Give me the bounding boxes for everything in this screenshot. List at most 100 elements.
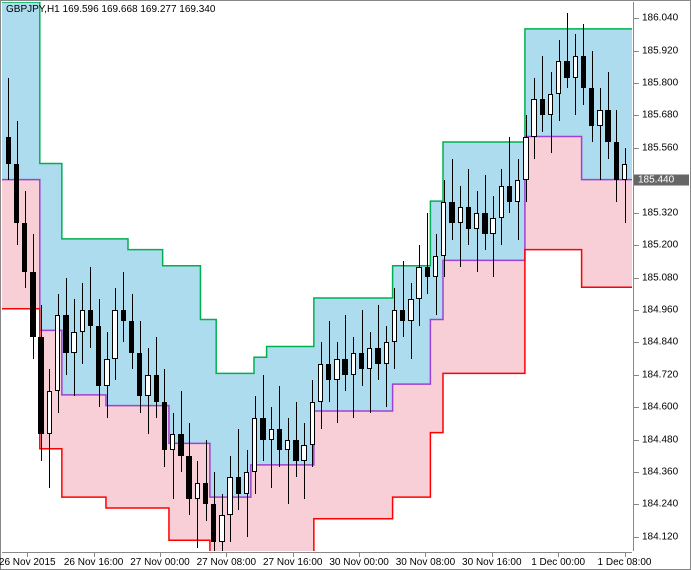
candle-body <box>71 332 76 354</box>
candle-body <box>375 348 380 364</box>
candle-body <box>589 88 594 126</box>
candle-body <box>515 180 520 202</box>
candle-wick <box>345 315 346 391</box>
x-label: 1 Dec 08:00 <box>598 557 652 568</box>
candle-wick <box>493 196 494 277</box>
candle-body <box>80 310 85 332</box>
candle-body <box>269 429 274 440</box>
y-tick <box>634 213 639 214</box>
candle-body <box>334 359 339 381</box>
candle-wick <box>197 461 198 547</box>
y-label: 185.320 <box>642 207 678 218</box>
candle-body <box>55 315 60 391</box>
y-tick <box>634 310 639 311</box>
candle-body <box>531 99 536 137</box>
candle-wick <box>337 342 338 423</box>
candle-body <box>573 56 578 78</box>
candle-body <box>425 267 430 278</box>
y-label: 184.720 <box>642 369 678 380</box>
candle-body <box>178 434 183 456</box>
x-label: 27 Nov 00:00 <box>130 557 190 568</box>
candle-body <box>540 99 545 115</box>
y-label: 185.920 <box>642 45 678 56</box>
candle-wick <box>206 440 207 521</box>
candle-body <box>104 359 109 386</box>
y-label: 184.480 <box>642 434 678 445</box>
candle-body <box>145 375 150 397</box>
candle-wick <box>247 450 248 536</box>
candle-body <box>219 515 224 542</box>
x-label: 1 Dec 00:00 <box>531 557 585 568</box>
candle-body <box>47 391 52 434</box>
candle-wick <box>460 186 461 267</box>
candle-body <box>244 472 249 494</box>
candle-body <box>548 94 553 116</box>
candle-body <box>507 186 512 202</box>
y-tick <box>634 278 639 279</box>
candle-body <box>458 207 463 223</box>
y-label: 185.560 <box>642 142 678 153</box>
candle-wick <box>542 56 543 132</box>
y-label: 184.120 <box>642 531 678 542</box>
candle-body <box>310 402 315 445</box>
candle-body <box>154 375 159 402</box>
candle-body <box>318 364 323 402</box>
candle-wick <box>600 88 601 180</box>
candle-body <box>433 256 438 278</box>
candle-body <box>392 310 397 342</box>
y-label: 185.200 <box>642 240 678 251</box>
candle-wick <box>181 391 182 472</box>
candle-wick <box>288 418 289 504</box>
x-label: 30 Nov 08:00 <box>396 557 456 568</box>
candle-body <box>342 359 347 375</box>
y-tick <box>634 472 639 473</box>
candle-wick <box>362 310 363 386</box>
candle-body <box>22 223 27 272</box>
candle-wick <box>477 191 478 272</box>
candle-wick <box>238 429 239 510</box>
candle-body <box>162 402 167 451</box>
candle-wick <box>8 78 9 181</box>
candle-body <box>359 353 364 369</box>
candle-body <box>63 315 68 353</box>
candle-body <box>293 440 298 462</box>
candle-body <box>367 348 372 370</box>
candle-body <box>186 456 191 499</box>
candle-wick <box>353 337 354 418</box>
x-label: 26 Nov 16:00 <box>64 557 124 568</box>
candle-body <box>137 353 142 396</box>
candle-body <box>277 429 282 451</box>
candle-body <box>38 337 43 434</box>
price-marker: 185.440 <box>634 175 689 186</box>
y-tick <box>634 18 639 19</box>
y-label: 184.360 <box>642 466 678 477</box>
candle-wick <box>411 283 412 359</box>
candle-wick <box>386 326 387 407</box>
y-label: 184.240 <box>642 499 678 510</box>
y-label: 186.040 <box>642 13 678 24</box>
chart-container: GBPJPY,H1 169.596 169.668 169.277 169.34… <box>0 0 691 570</box>
y-label: 185.080 <box>642 272 678 283</box>
candle-body <box>490 218 495 234</box>
candle-wick <box>329 321 330 402</box>
y-label: 184.600 <box>642 402 678 413</box>
candle-body <box>384 342 389 364</box>
candle-body <box>466 207 471 229</box>
y-tick <box>634 245 639 246</box>
candle-body <box>203 483 208 505</box>
x-label: 30 Nov 00:00 <box>329 557 389 568</box>
candle-body <box>449 202 454 224</box>
x-label: 27 Nov 16:00 <box>263 557 323 568</box>
candle-body <box>88 310 93 326</box>
y-label: 185.680 <box>642 110 678 121</box>
y-tick <box>634 440 639 441</box>
candle-body <box>441 202 446 256</box>
candle-body <box>416 267 421 299</box>
candle-body <box>326 364 331 380</box>
plot-area[interactable] <box>2 2 632 551</box>
candle-body <box>121 310 126 321</box>
candle-body <box>129 321 134 353</box>
x-label: 26 Nov 2015 <box>0 557 56 568</box>
candle-body <box>211 504 216 542</box>
candle-body <box>408 299 413 321</box>
